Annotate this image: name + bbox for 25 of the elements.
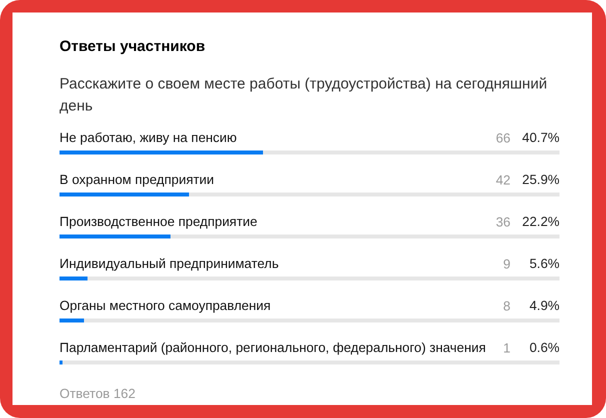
annotation: 9 [503,256,511,272]
data-label: 40.7% [522,130,560,145]
bar [60,318,84,322]
annotation: 66 [496,130,511,146]
chart-subtitle: Расскажите о своем месте работы (трудоустройства) на сегодняшний день [60,76,548,114]
chart-title: Ответы участников [60,38,206,55]
y-tick-label: Индивидуальный предприниматель [60,256,279,271]
bar [60,276,88,280]
data-label: 5.6% [529,256,560,271]
data-label: 22.2% [522,214,560,229]
y-tick-label: Производственное предприятие [60,214,258,229]
data-label: 4.9% [529,298,560,313]
bar [60,234,170,238]
annotation: 36 [496,214,511,230]
y-tick-label: Не работаю, живу на пенсию [60,130,237,145]
data-label: 0.6% [529,340,560,355]
annotation: 8 [503,298,511,314]
text: Ответов 162 [60,386,136,401]
data-label: 25.9% [522,172,560,187]
y-tick-label: Органы местного самоуправления [60,298,271,313]
y-tick-label: Парламентарий (районного, регионального, федерального) значения [60,340,486,355]
annotation: 42 [496,172,511,188]
y-tick-label: В охранном предприятии [60,172,214,187]
bar [60,360,62,364]
annotation: 1 [503,340,511,356]
